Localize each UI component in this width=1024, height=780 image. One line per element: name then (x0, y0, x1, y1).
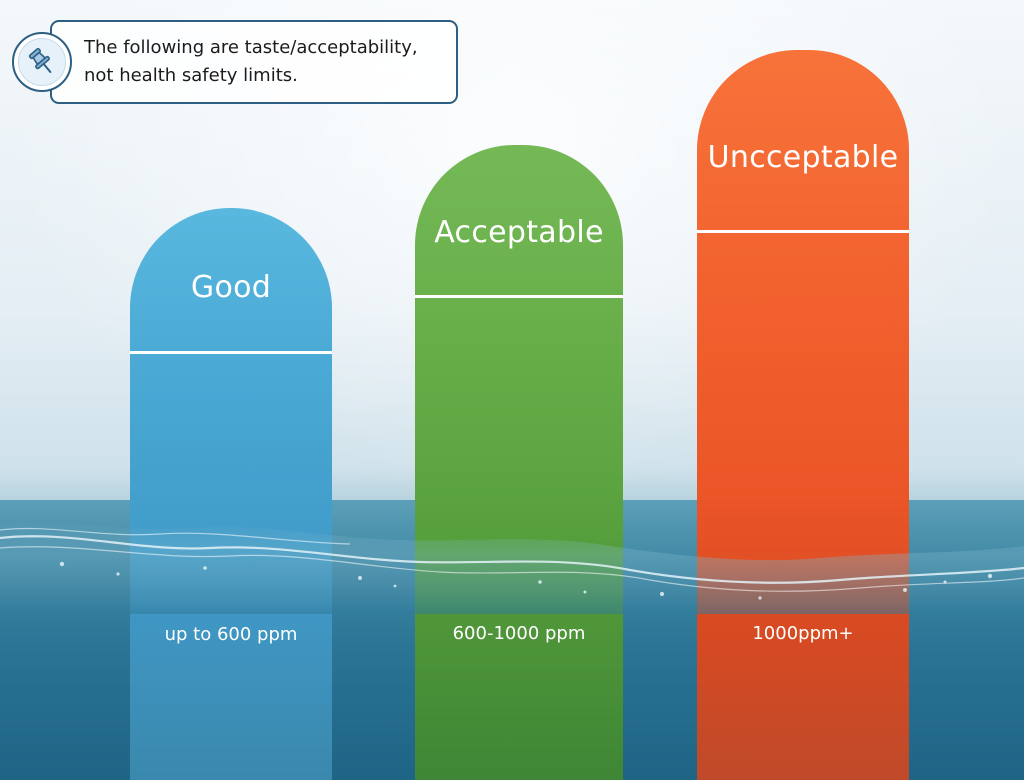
bar-unacceptable-range: 1000ppm+ (752, 623, 854, 644)
pushpin-icon (18, 38, 66, 86)
note-line-2: not health safety limits. (84, 65, 298, 86)
disclaimer-note: The following are taste/acceptability, n… (12, 20, 458, 104)
note-line-1: The following are taste/acceptability, (84, 37, 418, 58)
bar-acceptable: Acceptable 600-1000 ppm (415, 145, 623, 780)
bar-unacceptable-cap (697, 50, 909, 500)
bar-good-cap (130, 208, 332, 500)
bar-unacceptable-body (697, 498, 909, 780)
bar-acceptable-label: Acceptable (434, 215, 604, 250)
note-text: The following are taste/acceptability, n… (84, 34, 454, 90)
bar-good-divider (130, 351, 332, 354)
bar-good-label: Good (190, 270, 272, 305)
bar-good-range: up to 600 ppm (164, 624, 298, 645)
note-frame (50, 20, 458, 104)
bar-unacceptable: Uncceptable 1000ppm+ (697, 50, 909, 780)
bar-acceptable-cap (415, 145, 623, 500)
bar-acceptable-divider (415, 295, 623, 298)
bar-unacceptable-divider (697, 230, 909, 233)
bar-unacceptable-label: Uncceptable (707, 140, 899, 175)
note-icon-badge (12, 32, 72, 92)
bar-acceptable-range: 600-1000 ppm (452, 623, 586, 644)
water-surface (0, 521, 1024, 614)
